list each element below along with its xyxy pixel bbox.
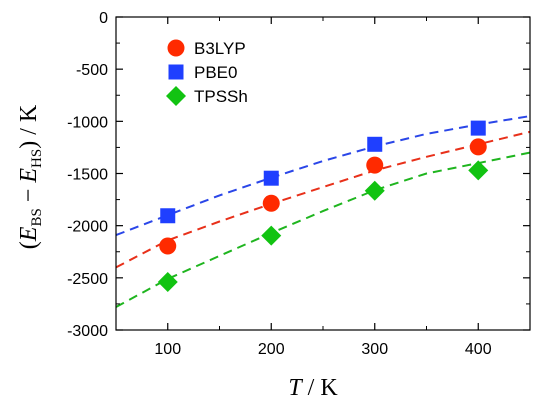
- data-point-tpssh: [157, 272, 178, 293]
- y-axis-title: (EBS − EHS) / K: [16, 104, 45, 249]
- x-tick-label: 400: [465, 341, 492, 358]
- x-axis-title: T / K: [288, 375, 338, 401]
- data-point-b3lyp: [469, 138, 487, 156]
- legend-label-pbe0: PBE0: [194, 63, 237, 82]
- legend-label-tpssh: TPSSh: [194, 87, 248, 106]
- legend-label-b3lyp: B3LYP: [194, 39, 246, 58]
- fit-line-pbe0: [116, 115, 530, 237]
- plot-frame: [115, 16, 531, 331]
- y-tick-label: -3000: [67, 323, 108, 340]
- y-tick-label: -1500: [67, 167, 108, 184]
- fit-line-tpssh: [116, 151, 530, 308]
- x-tick-label: 300: [361, 341, 388, 358]
- fit-line-b3lyp: [116, 130, 530, 269]
- x-tick-label: 200: [258, 341, 285, 358]
- data-point-b3lyp: [366, 156, 384, 174]
- data-point-pbe0: [367, 136, 383, 152]
- data-point-tpssh: [364, 180, 385, 201]
- data-point-pbe0: [470, 120, 486, 136]
- y-tick-label: 0: [99, 10, 108, 27]
- plot-area: [116, 115, 530, 308]
- data-point-tpssh: [261, 225, 282, 246]
- legend: B3LYP PBE0 TPSSh: [166, 39, 248, 106]
- y-tick-label: -2500: [67, 271, 108, 288]
- data-point-tpssh: [468, 160, 489, 181]
- x-tick-label: 100: [154, 341, 181, 358]
- legend-marker-tpssh: [166, 86, 186, 106]
- legend-marker-b3lyp: [167, 39, 185, 57]
- y-tick-label: -1000: [67, 114, 108, 131]
- legend-marker-pbe0: [168, 64, 184, 80]
- y-tick-label: -500: [76, 62, 108, 79]
- data-point-b3lyp: [262, 194, 280, 212]
- y-tick-label: -2000: [67, 219, 108, 236]
- data-point-b3lyp: [159, 237, 177, 255]
- data-point-pbe0: [160, 208, 176, 224]
- data-point-pbe0: [263, 170, 279, 186]
- axes: 100 200 300 400 0 -500 -1000 -1500 -2000 -2500 -30…: [67, 10, 531, 358]
- axis-titles: T / K (EBS − EHS) / K: [16, 104, 338, 401]
